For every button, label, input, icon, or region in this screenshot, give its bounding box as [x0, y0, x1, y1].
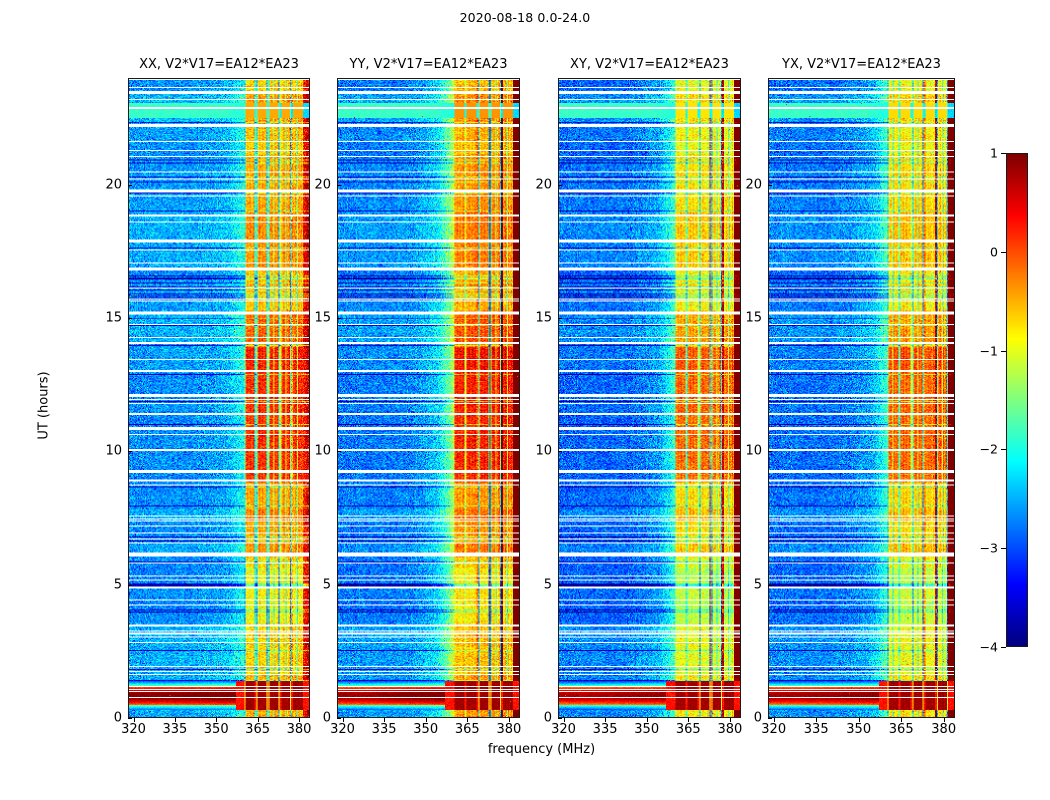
x-tick: [773, 718, 775, 722]
x-tick: [384, 718, 386, 722]
y-tick-label: 0: [543, 710, 552, 726]
x-tick: [816, 718, 818, 722]
colorbar-tick-label: 1: [990, 145, 998, 161]
colorbar-tick: [1001, 548, 1006, 550]
x-tick: [858, 718, 860, 722]
y-tick-label: 20: [745, 177, 762, 193]
y-tick: [337, 718, 341, 719]
y-tick: [558, 718, 562, 719]
x-tick: [901, 718, 903, 722]
x-tick: [729, 718, 731, 722]
y-tick: [768, 718, 772, 719]
colorbar-tick-label: 0: [990, 244, 998, 260]
heatmap-panel-xx[interactable]: [128, 78, 310, 718]
panel-title-yy: YY, V2*V17=EA12*EA23: [349, 57, 508, 72]
colorbar-tick: [1001, 153, 1006, 154]
y-tick: [337, 318, 341, 319]
y-tick-label: 10: [535, 443, 552, 459]
x-tick: [467, 718, 469, 722]
colorbar-tick-label: −4: [979, 639, 998, 655]
colorbar[interactable]: [1006, 153, 1028, 647]
panel-title-xx: XX, V2*V17=EA12*EA23: [139, 57, 299, 72]
y-tick: [768, 184, 772, 186]
x-tick: [216, 718, 218, 722]
y-tick: [128, 184, 132, 186]
y-tick: [337, 584, 341, 586]
y-tick: [128, 718, 132, 719]
y-tick: [558, 584, 562, 586]
y-tick: [337, 184, 341, 186]
y-tick-label: 0: [322, 710, 331, 726]
y-axis-label: UT (hours): [36, 371, 52, 440]
colorbar-tick: [1001, 647, 1006, 648]
panel-title-xy: XY, V2*V17=EA12*EA23: [570, 57, 729, 72]
colorbar-tick: [1001, 251, 1006, 253]
y-tick-label: 20: [105, 177, 122, 193]
y-tick-label: 0: [113, 710, 122, 726]
heatmap-panel-yy[interactable]: [337, 78, 520, 718]
x-tick: [174, 718, 176, 722]
y-tick: [128, 584, 132, 586]
heatmap-panel-xy[interactable]: [558, 78, 741, 718]
colorbar-tick: [1001, 350, 1006, 352]
colorbar-tick: [1001, 449, 1006, 451]
heatmap-panel-yx[interactable]: [768, 78, 955, 718]
y-tick: [558, 184, 562, 186]
panel-title-yx: YX, V2*V17=EA12*EA23: [782, 57, 941, 72]
x-tick: [646, 718, 648, 722]
y-tick-label: 5: [543, 577, 552, 593]
y-tick-label: 10: [314, 443, 331, 459]
y-tick: [337, 451, 341, 453]
y-tick: [768, 584, 772, 586]
y-tick-label: 15: [314, 310, 331, 326]
x-tick: [563, 718, 565, 722]
x-tick: [342, 718, 344, 722]
y-tick-label: 15: [535, 310, 552, 326]
y-tick: [768, 318, 772, 319]
x-tick: [425, 718, 427, 722]
x-tick: [688, 718, 690, 722]
y-tick: [128, 451, 132, 453]
figure-suptitle: 2020-08-18 0.0-24.0: [459, 10, 591, 25]
y-tick-label: 20: [535, 177, 552, 193]
x-tick: [508, 718, 510, 722]
x-tick: [257, 718, 259, 722]
x-tick: [605, 718, 607, 722]
y-tick: [768, 451, 772, 453]
x-tick: [133, 718, 135, 722]
y-tick-label: 10: [745, 443, 762, 459]
colorbar-tick-label: −1: [979, 343, 998, 359]
x-tick: [299, 718, 300, 722]
y-tick: [558, 451, 562, 453]
y-tick-label: 10: [105, 443, 122, 459]
y-tick-label: 0: [753, 710, 762, 726]
y-tick-label: 20: [314, 177, 331, 193]
colorbar-tick-label: −2: [979, 441, 998, 457]
y-tick-label: 15: [745, 310, 762, 326]
y-tick: [128, 318, 132, 319]
y-tick-label: 15: [105, 310, 122, 326]
colorbar-tick-label: −3: [979, 540, 998, 556]
x-axis-label: frequency (MHz): [487, 742, 596, 757]
y-tick-label: 5: [322, 577, 331, 593]
x-tick: [943, 718, 945, 722]
y-tick-label: 5: [113, 577, 122, 593]
y-tick-label: 5: [753, 577, 762, 593]
y-tick: [558, 318, 562, 319]
